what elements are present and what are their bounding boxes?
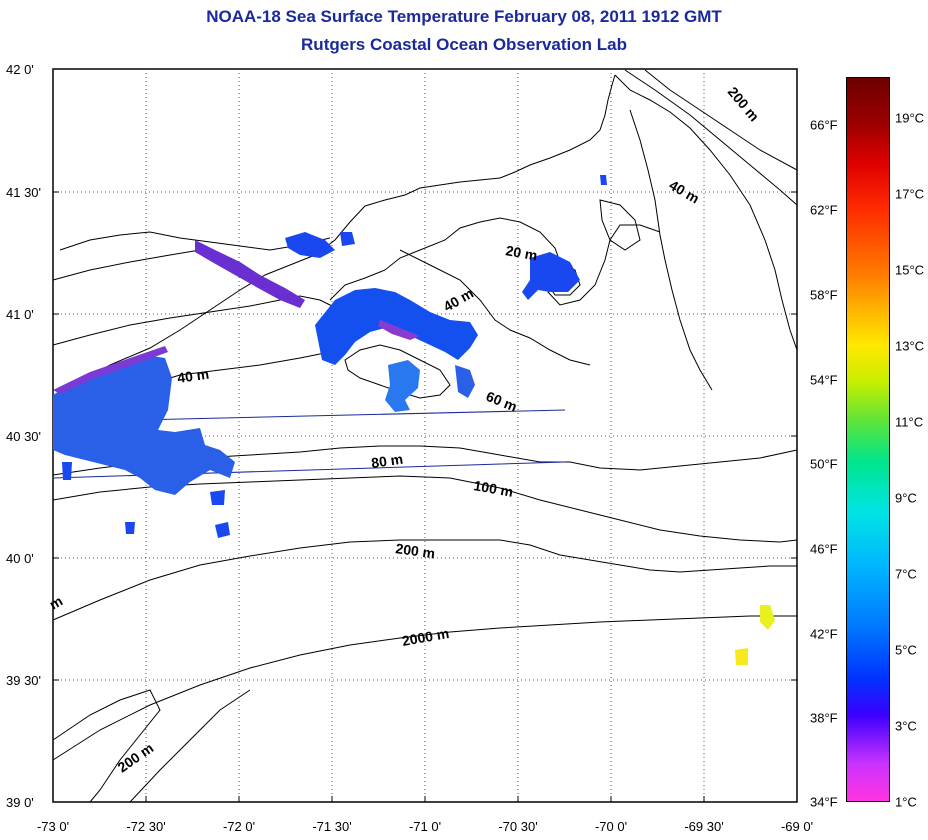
depth-label: 200 m [395,540,437,561]
lon-label: -73 0' [36,819,70,834]
depth-label: 60 m [484,388,520,415]
lat-label: 40 30' [6,429,42,444]
depth-label: 100 m [472,477,514,500]
lon-label: -72 30' [126,819,166,834]
lon-label: -72 0' [222,819,256,834]
lat-label: 41 0' [6,307,34,322]
lon-label: -69 30' [684,819,724,834]
colorbar-f-label: 58°F [810,287,838,303]
depth-label: 200 m [725,84,763,125]
colorbar-f-label: 38°F [810,710,838,726]
colorbar-c-label: 1°C [895,794,917,810]
depth-label: 200 m [115,740,157,776]
lon-label: -71 30' [312,819,352,834]
lon-label: -70 0' [594,819,628,834]
colorbar-f-label: 50°F [810,456,838,472]
depth-label: 40 m [667,177,703,207]
colorbar-c-label: 11°C [895,414,924,430]
lon-label: -69 0' [780,819,814,834]
colorbar-f-label: 66°F [810,117,838,133]
lon-label: -70 30' [498,819,538,834]
depth-label: 40 m [441,285,477,315]
map-subtitle: Rutgers Coastal Ocean Observation Lab [301,35,627,54]
temperature-colorbar [846,77,890,802]
colorbar-f-label: 54°F [810,372,838,388]
depth-label: 40 m [176,366,210,386]
lat-label: 39 0' [6,795,34,810]
map-title: NOAA-18 Sea Surface Temperature February… [206,7,722,26]
lat-label: 39 30' [6,673,42,688]
colorbar-f-label: 34°F [810,794,838,810]
lon-label: -71 0' [408,819,442,834]
colorbar-c-label: 17°C [895,186,925,202]
colorbar-f-label: 62°F [810,202,838,218]
depth-label: 20 m [504,242,538,263]
colorbar-f-label: 42°F [810,626,838,642]
coastline [52,74,798,401]
depth-label: 80 m [370,451,404,471]
colorbar-c-label: 13°C [895,338,925,354]
colorbar-c-label: 3°C [895,718,917,734]
colorbar-c-label: 15°C [895,262,925,278]
depth-label: 2000 m [401,625,451,649]
colorbar-c-label: 5°C [895,642,917,658]
lat-label: 40 0' [6,551,34,566]
colorbar-c-label: 9°C [895,490,917,506]
colorbar-c-label: 7°C [895,566,917,582]
depth-label: m [47,593,66,613]
colorbar-f-label: 46°F [810,541,838,557]
lat-label: 41 30' [6,185,42,200]
sst-patches [53,175,775,665]
colorbar-c-label: 19°C [895,110,925,126]
lat-label: 42 0' [6,62,34,77]
